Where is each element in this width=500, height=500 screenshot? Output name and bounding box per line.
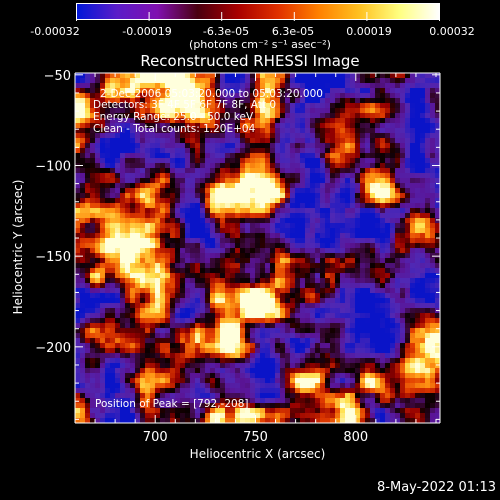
colorbar-units-label: (photons cm⁻² s⁻¹ asec⁻²) [189, 38, 331, 51]
info-line-energy: Energy Range: 25.0 - 50.0 keV [93, 111, 254, 123]
colorbar-tick-0: -0.00032 [30, 25, 80, 38]
x-tick-label: 750 [243, 430, 268, 445]
y-axis-title: Heliocentric Y (arcsec) [11, 179, 25, 315]
plot-title: Reconstructed RHESSI Image [140, 52, 360, 70]
info-line-date: 2-Dec-2006 05:03:20.000 to 05:03:20.000 [100, 88, 323, 100]
y-tick-label: −100 [35, 159, 71, 174]
colorbar-tick-5: 0.00032 [429, 25, 475, 38]
info-line-detectors: Detectors: 3F 4F 5F 6F 7F 8F, Att 0 [93, 99, 277, 111]
x-tick-label: 700 [143, 430, 168, 445]
info-line-clean: Clean - Total counts: 1.20E+04 [93, 123, 256, 135]
colorbar-tick-4: 0.00019 [346, 25, 392, 38]
colorbar-tick-1: -0.00019 [122, 25, 172, 38]
x-axis-title: Heliocentric X (arcsec) [189, 447, 326, 461]
footer-timestamp: 8-May-2022 01:13 [377, 480, 496, 495]
colorbar-tick-3: 6.3e-05 [271, 25, 315, 38]
colorbar-tick-2: -6.3e-05 [202, 25, 250, 38]
colorbar-ticks [76, 12, 440, 21]
heatmap-image [75, 73, 440, 423]
colorbar [76, 3, 440, 20]
y-tick-label: −150 [35, 250, 71, 265]
y-tick-label: −50 [44, 69, 71, 84]
x-tick-label: 800 [343, 430, 368, 445]
y-tick-label: −200 [35, 341, 71, 356]
peak-position-label: Position of Peak = [792,-208] [95, 398, 249, 410]
